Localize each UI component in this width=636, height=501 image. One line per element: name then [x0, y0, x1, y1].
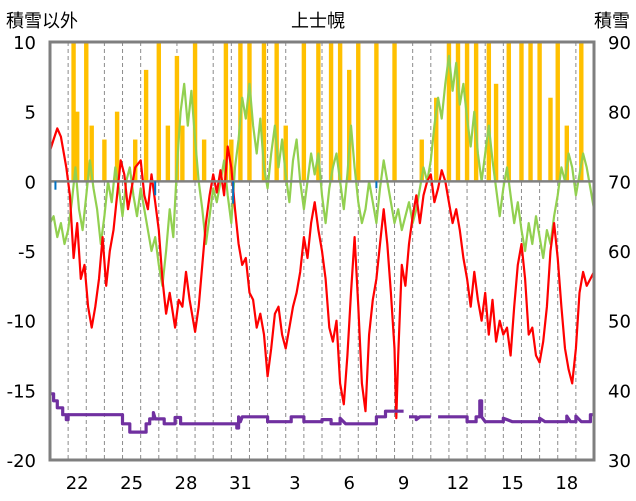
precip-bar [446, 42, 452, 182]
precip-bar [133, 139, 138, 182]
x-tick-label: 28 [175, 473, 198, 494]
precip-bar [374, 42, 379, 182]
precip-bar [180, 125, 185, 182]
precip-bar [537, 42, 542, 182]
right-tick-label: 30 [608, 451, 631, 472]
precip-bar [274, 42, 279, 182]
precip-bar [174, 55, 180, 182]
precip-bar [548, 97, 553, 182]
x-tick-label: 25 [120, 473, 143, 494]
frame-border [48, 40, 596, 462]
precip-bar [283, 125, 288, 182]
precip-bar [192, 42, 198, 182]
precip-bar [301, 42, 307, 182]
precip-bar [156, 42, 161, 182]
precip-bar [102, 139, 107, 182]
left-tick-label: 5 [25, 103, 36, 124]
left-tick-label: -20 [7, 451, 36, 472]
left-tick-label: -10 [7, 312, 36, 333]
right-tick-label: 70 [608, 172, 631, 193]
precip-bar [392, 42, 397, 182]
temperature-line [48, 127, 595, 420]
dark-line-segment-1 [50, 392, 404, 434]
small-bar [54, 181, 57, 190]
x-tick-label: 3 [289, 473, 300, 494]
snow-depth-series [49, 54, 596, 287]
precip-bar [84, 42, 89, 182]
right-tick-label: 90 [608, 33, 631, 54]
precip-bar [247, 42, 252, 182]
precip-bar [316, 42, 321, 182]
precip-bar [579, 42, 584, 182]
x-tick-label: 22 [66, 473, 89, 494]
x-tick-label: 15 [501, 473, 524, 494]
precip-bar [564, 125, 569, 182]
small-bar [375, 181, 378, 189]
precip-bar [89, 125, 94, 182]
right-y-ticks: 90 80 70 60 50 40 30 [608, 33, 631, 472]
precip-bar [473, 42, 479, 182]
right-tick-label: 60 [608, 242, 631, 263]
precip-bar [493, 83, 499, 182]
left-y-ticks: 10 5 0 -5 -10 -15 -20 [7, 33, 36, 472]
snow-depth-line [49, 54, 596, 287]
precip-bar [71, 42, 76, 182]
precip-bar [455, 42, 461, 182]
precip-bar [229, 139, 234, 182]
precip-bar [165, 125, 171, 182]
left-tick-label: 0 [25, 172, 36, 193]
x-tick-label: 31 [229, 473, 252, 494]
precip-bar [201, 139, 207, 182]
precip-bar [337, 42, 343, 182]
right-tick-label: 40 [608, 381, 631, 402]
x-tick-label: 6 [343, 473, 354, 494]
precip-bar [223, 42, 229, 182]
precip-bar [328, 42, 334, 182]
dark-line-segment-2 [409, 415, 431, 422]
x-tick-label: 9 [398, 473, 409, 494]
left-tick-label: -5 [18, 242, 36, 263]
precip-bar [434, 97, 439, 182]
dark-line-segment-3 [438, 399, 594, 424]
left-tick-label: 10 [13, 33, 36, 54]
precip-bar [143, 69, 149, 182]
x-tick-label: 12 [447, 473, 470, 494]
right-tick-label: 80 [608, 103, 631, 124]
precip-bar [486, 42, 492, 182]
precip-bar [528, 42, 533, 182]
plot-frame [48, 40, 596, 462]
dark-series [50, 392, 594, 434]
x-tick-label: 18 [555, 473, 578, 494]
small-bar [154, 181, 157, 196]
x-ticks: 22 25 28 31 3 6 9 12 15 18 [66, 473, 579, 494]
precip-bar [555, 42, 560, 182]
right-tick-label: 50 [608, 312, 631, 333]
right-axis-label: 積雪 [594, 11, 630, 32]
small-bars [54, 181, 378, 204]
small-bar [232, 181, 235, 204]
precip-bar [261, 42, 267, 182]
temperature-series [48, 127, 595, 420]
precip-bar [519, 42, 524, 182]
left-tick-label: -15 [7, 381, 36, 402]
precip-bar [75, 111, 80, 182]
precip-bar [506, 42, 511, 182]
left-axis-label: 積雪以外 [6, 11, 78, 32]
precip-bar [356, 42, 361, 182]
precip-bar [419, 139, 424, 182]
precip-bar [347, 69, 352, 182]
precip-bars [71, 42, 584, 182]
precip-bar [114, 111, 120, 182]
chart-title: 上士幌 [291, 11, 345, 32]
